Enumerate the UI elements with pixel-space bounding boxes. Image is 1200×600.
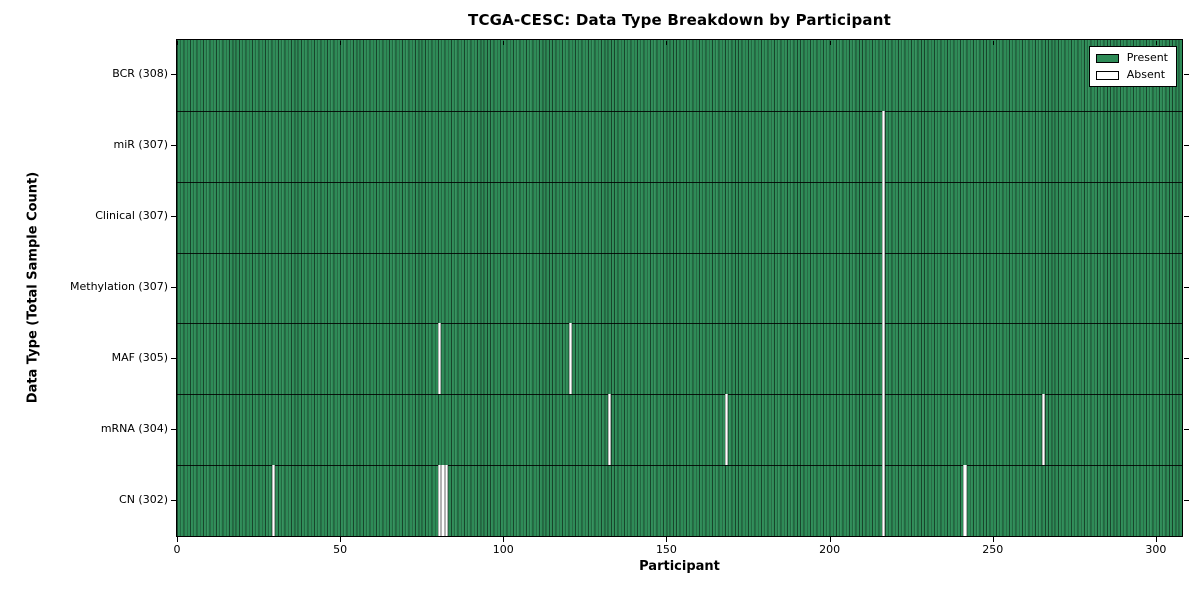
absent-bar [881,252,886,324]
y-tick-mark-right [1183,74,1189,76]
x-tick-mark-top [177,40,178,45]
absent-bar [881,110,886,182]
y-tick-label: mRNA (304) [100,421,168,435]
x-tick-label: 300 [1145,543,1167,556]
absent-bar [438,323,442,395]
row-Methylation [177,252,1182,324]
absent-bar [725,394,729,466]
x-tick-mark [177,536,178,542]
absent-bar [881,465,886,536]
row-Clinical [177,181,1182,253]
absent-bar [444,465,448,536]
x-tick-label: 200 [819,543,841,556]
absent-bar [881,394,886,466]
legend-swatch-absent-icon [1095,70,1119,80]
x-tick-label: 0 [173,543,181,556]
row-CN [177,465,1182,536]
y-tick-label: MAF (305) [111,350,168,364]
absent-bar [963,465,967,536]
x-tick-label: 150 [655,543,677,556]
absent-bar [881,323,886,395]
x-tick-mark [340,536,342,542]
y-tick-mark-right [1183,499,1189,501]
x-tick-mark [1155,536,1157,542]
legend-entry-present: Present [1095,51,1168,64]
y-tick-label: miR (307) [113,138,169,152]
y-tick-label: BCR (308) [112,67,168,81]
absent-bar [438,465,442,536]
x-tick-mark [992,536,994,542]
legend-label-present: Present [1126,51,1168,64]
y-tick-label: CN (302) [119,492,168,506]
x-tick-mark-top [503,40,505,45]
absent-bar [1041,394,1045,466]
legend-entry-absent: Absent [1095,68,1168,81]
x-tick-mark [666,536,668,542]
chart-title: TCGA-CESC: Data Type Breakdown by Partic… [468,11,891,29]
row-MAF [177,323,1182,395]
x-tick-mark [829,536,831,542]
y-tick-mark [171,145,177,147]
y-tick-mark [171,74,177,76]
legend: Present Absent [1088,46,1177,87]
absent-bar [568,323,572,395]
x-tick-mark-top [829,40,831,45]
x-tick-label: 50 [333,543,348,556]
row-miR [177,110,1182,182]
y-tick-mark-right [1183,428,1189,430]
y-tick-mark [171,216,177,218]
y-tick-mark [171,357,177,359]
legend-label-absent: Absent [1126,68,1166,81]
x-tick-mark-top [340,40,342,45]
y-tick-mark [171,499,177,501]
y-tick-label: Clinical (307) [95,209,168,223]
row-BCR [177,40,1182,111]
absent-bar [441,465,445,536]
x-tick-mark-top [992,40,994,45]
x-tick-label: 100 [492,543,514,556]
y-tick-mark-right [1183,216,1189,218]
absent-bar [607,394,611,466]
y-tick-mark [171,287,177,288]
y-tick-mark [171,428,177,430]
legend-swatch-present-icon [1095,53,1119,63]
y-tick-mark-right [1183,357,1189,359]
x-axis-label: Participant [639,559,720,574]
row-mRNA [177,394,1182,466]
y-tick-mark-right [1183,287,1189,288]
x-tick-label: 250 [982,543,1004,556]
absent-bar [881,181,886,253]
plot-area: Present Absent [176,39,1183,537]
y-tick-mark-right [1183,145,1189,147]
x-tick-mark-top [666,40,668,45]
x-tick-mark [503,536,505,542]
y-tick-label: Methylation (307) [70,280,168,293]
x-tick-mark-top [1155,40,1157,45]
absent-bar [271,465,275,536]
